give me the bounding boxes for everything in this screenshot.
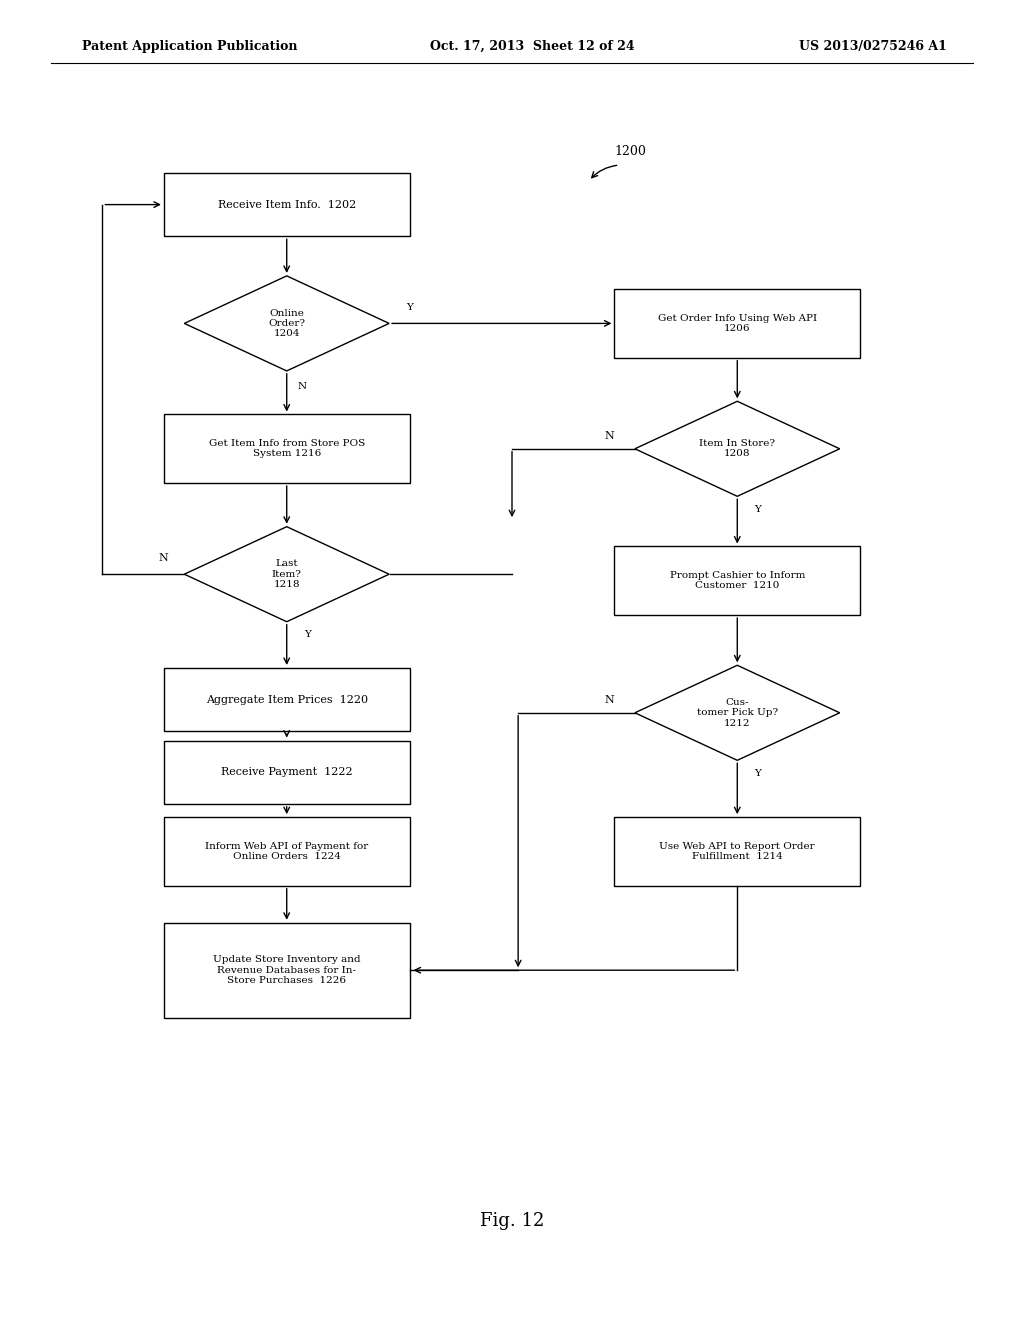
Text: N: N — [604, 430, 614, 441]
Text: Patent Application Publication: Patent Application Publication — [82, 40, 297, 53]
Polygon shape — [635, 401, 840, 496]
FancyBboxPatch shape — [164, 668, 410, 731]
Text: 1200: 1200 — [614, 145, 646, 158]
Text: N: N — [159, 553, 169, 564]
Text: Y: Y — [755, 506, 761, 513]
FancyBboxPatch shape — [164, 173, 410, 236]
Text: N: N — [604, 694, 614, 705]
Text: Cus-
tomer Pick Up?
1212: Cus- tomer Pick Up? 1212 — [696, 698, 778, 727]
Text: Inform Web API of Payment for
Online Orders  1224: Inform Web API of Payment for Online Ord… — [205, 842, 369, 861]
FancyBboxPatch shape — [164, 817, 410, 886]
Text: N: N — [298, 383, 306, 391]
Text: Use Web API to Report Order
Fulfillment  1214: Use Web API to Report Order Fulfillment … — [659, 842, 815, 861]
Polygon shape — [184, 276, 389, 371]
FancyBboxPatch shape — [164, 923, 410, 1018]
Text: Receive Item Info.  1202: Receive Item Info. 1202 — [217, 199, 356, 210]
Text: Oct. 17, 2013  Sheet 12 of 24: Oct. 17, 2013 Sheet 12 of 24 — [430, 40, 635, 53]
Text: Online
Order?
1204: Online Order? 1204 — [268, 309, 305, 338]
Text: Item In Store?
1208: Item In Store? 1208 — [699, 440, 775, 458]
Text: Y: Y — [755, 770, 761, 777]
Polygon shape — [635, 665, 840, 760]
Polygon shape — [184, 527, 389, 622]
Text: Get Order Info Using Web API
1206: Get Order Info Using Web API 1206 — [657, 314, 817, 333]
Text: Prompt Cashier to Inform
Customer  1210: Prompt Cashier to Inform Customer 1210 — [670, 572, 805, 590]
Text: Fig. 12: Fig. 12 — [480, 1212, 544, 1230]
Text: Last
Item?
1218: Last Item? 1218 — [271, 560, 302, 589]
Text: Y: Y — [304, 631, 310, 639]
Text: Get Item Info from Store POS
System 1216: Get Item Info from Store POS System 1216 — [209, 440, 365, 458]
Text: Y: Y — [407, 304, 413, 312]
FancyBboxPatch shape — [164, 741, 410, 804]
FancyBboxPatch shape — [614, 546, 860, 615]
FancyBboxPatch shape — [614, 817, 860, 886]
Text: US 2013/0275246 A1: US 2013/0275246 A1 — [799, 40, 946, 53]
Text: Receive Payment  1222: Receive Payment 1222 — [221, 767, 352, 777]
FancyBboxPatch shape — [614, 289, 860, 358]
FancyBboxPatch shape — [164, 414, 410, 483]
Text: Aggregate Item Prices  1220: Aggregate Item Prices 1220 — [206, 694, 368, 705]
Text: Update Store Inventory and
Revenue Databases for In-
Store Purchases  1226: Update Store Inventory and Revenue Datab… — [213, 956, 360, 985]
